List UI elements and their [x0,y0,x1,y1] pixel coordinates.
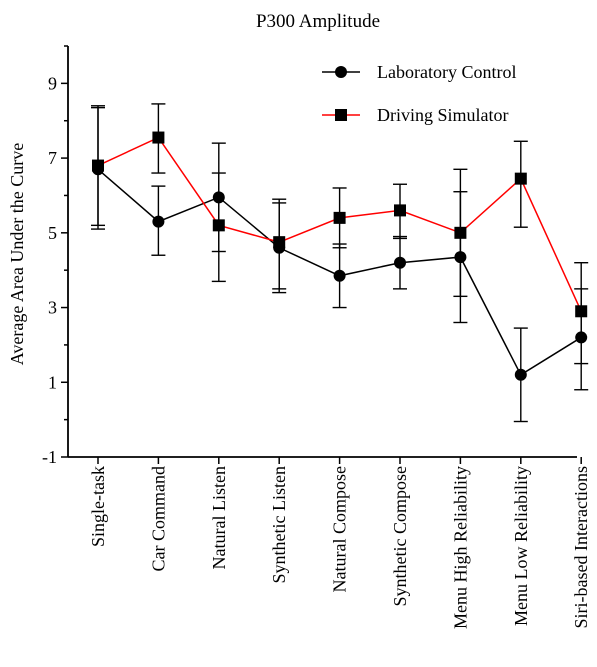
legend-marker-circle [335,66,347,78]
x-tick-label: Natural Compose [330,466,350,592]
data-point-driving-simulator [92,159,104,172]
data-point-driving-simulator [454,226,467,239]
x-tick-label: Single-task [88,466,108,547]
data-point-driving-simulator [514,172,527,185]
x-tick-label: Synthetic Compose [390,466,410,607]
error-bars [91,103,589,423]
data-point-laboratory-control [333,269,346,282]
chart-title: P300 Amplitude [256,11,380,32]
data-point-driving-simulator [575,305,588,318]
data-point-laboratory-control [152,215,165,228]
y-tick-label: -1 [42,447,57,467]
axes: -1 1 3 5 7 9 Single-task Car Command Natural Lis… [42,45,591,629]
y-tick-label: 5 [48,223,57,243]
y-tick-label: 7 [48,148,57,168]
legend: Laboratory Control Driving Simulator [322,62,516,125]
legend-label: Driving Simulator [377,105,509,125]
data-point-laboratory-control [454,251,467,264]
legend-label: Laboratory Control [377,62,516,82]
y-tick-label: 3 [48,298,57,318]
data-markers [92,131,588,381]
x-tick-label: Siri-based Interactions [571,466,591,628]
data-point-driving-simulator [333,211,346,224]
x-tick-label: Car Command [148,466,168,572]
data-point-laboratory-control [514,368,527,381]
legend-marker-square [335,109,347,121]
x-tick-label: Natural Listen [209,466,229,569]
x-tick-label: Menu High Reliability [450,466,470,629]
y-tick-label: 9 [48,73,57,93]
data-point-laboratory-control [212,191,225,204]
y-axis-label: Average Area Under the Curve [7,143,27,366]
y-tick-label: 1 [48,372,57,392]
data-point-laboratory-control [394,256,406,269]
data-point-driving-simulator [273,236,286,249]
data-point-driving-simulator [212,219,225,232]
x-tick-label: Menu Low Reliability [511,466,531,626]
data-point-laboratory-control [575,331,588,344]
data-point-driving-simulator [152,131,165,144]
data-point-driving-simulator [394,204,406,217]
x-tick-label: Synthetic Listen [269,466,289,583]
